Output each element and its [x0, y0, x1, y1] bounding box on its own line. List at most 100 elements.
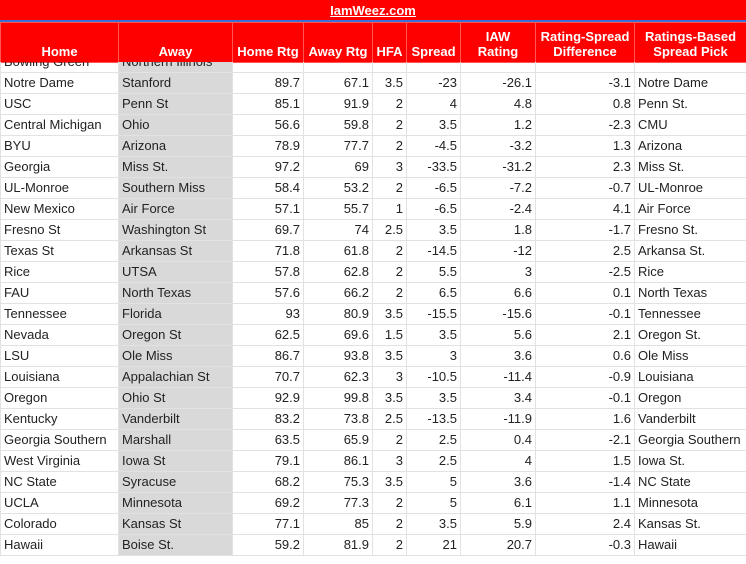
table-cell: -6.5 [406, 177, 461, 199]
table-cell: 0.1 [535, 282, 635, 304]
table-cell: 68.2 [232, 471, 304, 493]
table-cell: Rice [0, 261, 119, 283]
table-cell: 57.1 [232, 198, 304, 220]
table-cell: Arizona [634, 135, 746, 157]
column-header: Ratings-Based Spread Pick [634, 22, 746, 63]
table-cell: Washington St [118, 219, 233, 241]
table-cell: 85 [303, 513, 373, 535]
table-cell: 0.8 [535, 93, 635, 115]
table-cell: 3.4 [460, 387, 536, 409]
table-cell: New Mexico [0, 198, 119, 220]
table-cell: 1.5 [535, 450, 635, 472]
table-cell: 3.5 [372, 471, 407, 493]
table-cell: Penn St. [634, 93, 746, 115]
table-cell: -0.7 [535, 177, 635, 199]
table-cell: 77.7 [303, 135, 373, 157]
table-row: Kentucky Vanderbilt 83.2 73.8 2.5 -13.5 -11.9 1… [0, 408, 746, 430]
sheet-title[interactable]: IamWeez.com [0, 0, 746, 22]
table-cell: UCLA [0, 492, 119, 514]
table-cell: UL-Monroe [634, 177, 746, 199]
table-cell: -0.3 [535, 534, 635, 556]
table-cell: -14.5 [406, 240, 461, 262]
table-cell: -3.2 [460, 135, 536, 157]
table-cell: Minnesota [634, 492, 746, 514]
table-cell: 2 [372, 93, 407, 115]
table-cell: 1.3 [535, 135, 635, 157]
table-cell: Rice [634, 261, 746, 283]
table-cell: Iowa St [118, 450, 233, 472]
table-cell: Vanderbilt [118, 408, 233, 430]
table-cell: BYU [0, 135, 119, 157]
table-cell: 6.1 [460, 492, 536, 514]
table-cell [372, 62, 407, 73]
table-cell: UL-Monroe [0, 177, 119, 199]
table-cell: 93 [232, 303, 304, 325]
table-cell: 74 [303, 219, 373, 241]
header-row: Home Away Home Rtg Away Rtg HFA Spread IAW Rat… [0, 22, 746, 63]
table-cell: 2 [372, 240, 407, 262]
table-cell: Vanderbilt [634, 408, 746, 430]
table-cell: 1.2 [460, 114, 536, 136]
table-cell: Kansas St [118, 513, 233, 535]
table-cell [232, 62, 304, 73]
table-cell: -6.5 [406, 198, 461, 220]
table-cell: 2.5 [535, 240, 635, 262]
table-cell: 86.1 [303, 450, 373, 472]
table-cell: 2 [372, 177, 407, 199]
table-row: Notre Dame Stanford 89.7 67.1 3.5 -23 -26.1 -3.… [0, 72, 746, 94]
sheet-body: Bowling GreenNorthern IllinoisNotre Dame… [0, 62, 746, 564]
table-cell: Ole Miss [634, 345, 746, 367]
table-cell: 2 [372, 282, 407, 304]
table-cell: 4.1 [535, 198, 635, 220]
table-cell: -23 [406, 72, 461, 94]
table-row: Nevada Oregon St 62.5 69.6 1.5 3.5 5.6 2.1 Orego… [0, 324, 746, 346]
table-cell: Air Force [118, 198, 233, 220]
table-cell: -2.5 [535, 261, 635, 283]
table-cell: 55.7 [303, 198, 373, 220]
table-cell: 91.9 [303, 93, 373, 115]
table-cell: 3.6 [460, 471, 536, 493]
table-cell: 3.5 [372, 387, 407, 409]
table-cell: 4 [460, 450, 536, 472]
table-cell: Northern Illinois [118, 62, 233, 73]
table-cell: -33.5 [406, 156, 461, 178]
table-cell: 3 [372, 450, 407, 472]
table-cell: -0.9 [535, 366, 635, 388]
table-cell [535, 62, 635, 73]
table-cell: Iowa St. [634, 450, 746, 472]
table-cell: 2.4 [535, 513, 635, 535]
table-cell: 2 [372, 534, 407, 556]
table-cell: 3.5 [372, 345, 407, 367]
table-cell: -10.5 [406, 366, 461, 388]
table-cell: -3.1 [535, 72, 635, 94]
table-cell: 2.5 [372, 408, 407, 430]
column-header: IAW Rating [460, 22, 536, 63]
table-cell: -7.2 [460, 177, 536, 199]
table-cell: Marshall [118, 429, 233, 451]
table-cell: 89.7 [232, 72, 304, 94]
table-cell: 4 [406, 93, 461, 115]
table-cell: 0.6 [535, 345, 635, 367]
table-cell: 57.6 [232, 282, 304, 304]
table-cell: 5 [406, 492, 461, 514]
table-cell: North Texas [118, 282, 233, 304]
table-cell: 2 [372, 114, 407, 136]
table-row: UL-Monroe Southern Miss 58.4 53.2 2 -6.5 -7.2-… [0, 177, 746, 199]
table-cell: Fresno St [0, 219, 119, 241]
column-header: Spread [406, 22, 461, 63]
table-cell: 0.4 [460, 429, 536, 451]
table-row: Georgia Southern Marshall 63.5 65.9 2 2.5 0.4-… [0, 429, 746, 451]
column-header: Home [0, 22, 119, 63]
table-cell: 2.5 [372, 219, 407, 241]
table-cell: 3.5 [406, 324, 461, 346]
table-row: USC Penn St 85.1 91.9 2 4 4.8 0.8 Penn St. [0, 93, 746, 115]
table-cell: 5.6 [460, 324, 536, 346]
table-cell: 58.4 [232, 177, 304, 199]
table-cell: 73.8 [303, 408, 373, 430]
table-cell: -0.1 [535, 387, 635, 409]
table-row: UCLA Minnesota 69.2 77.3 2 5 6.1 1.1 Minnesota [0, 492, 746, 514]
table-cell: -11.4 [460, 366, 536, 388]
table-cell: Arkansa St. [634, 240, 746, 262]
table-cell: Hawaii [0, 534, 119, 556]
